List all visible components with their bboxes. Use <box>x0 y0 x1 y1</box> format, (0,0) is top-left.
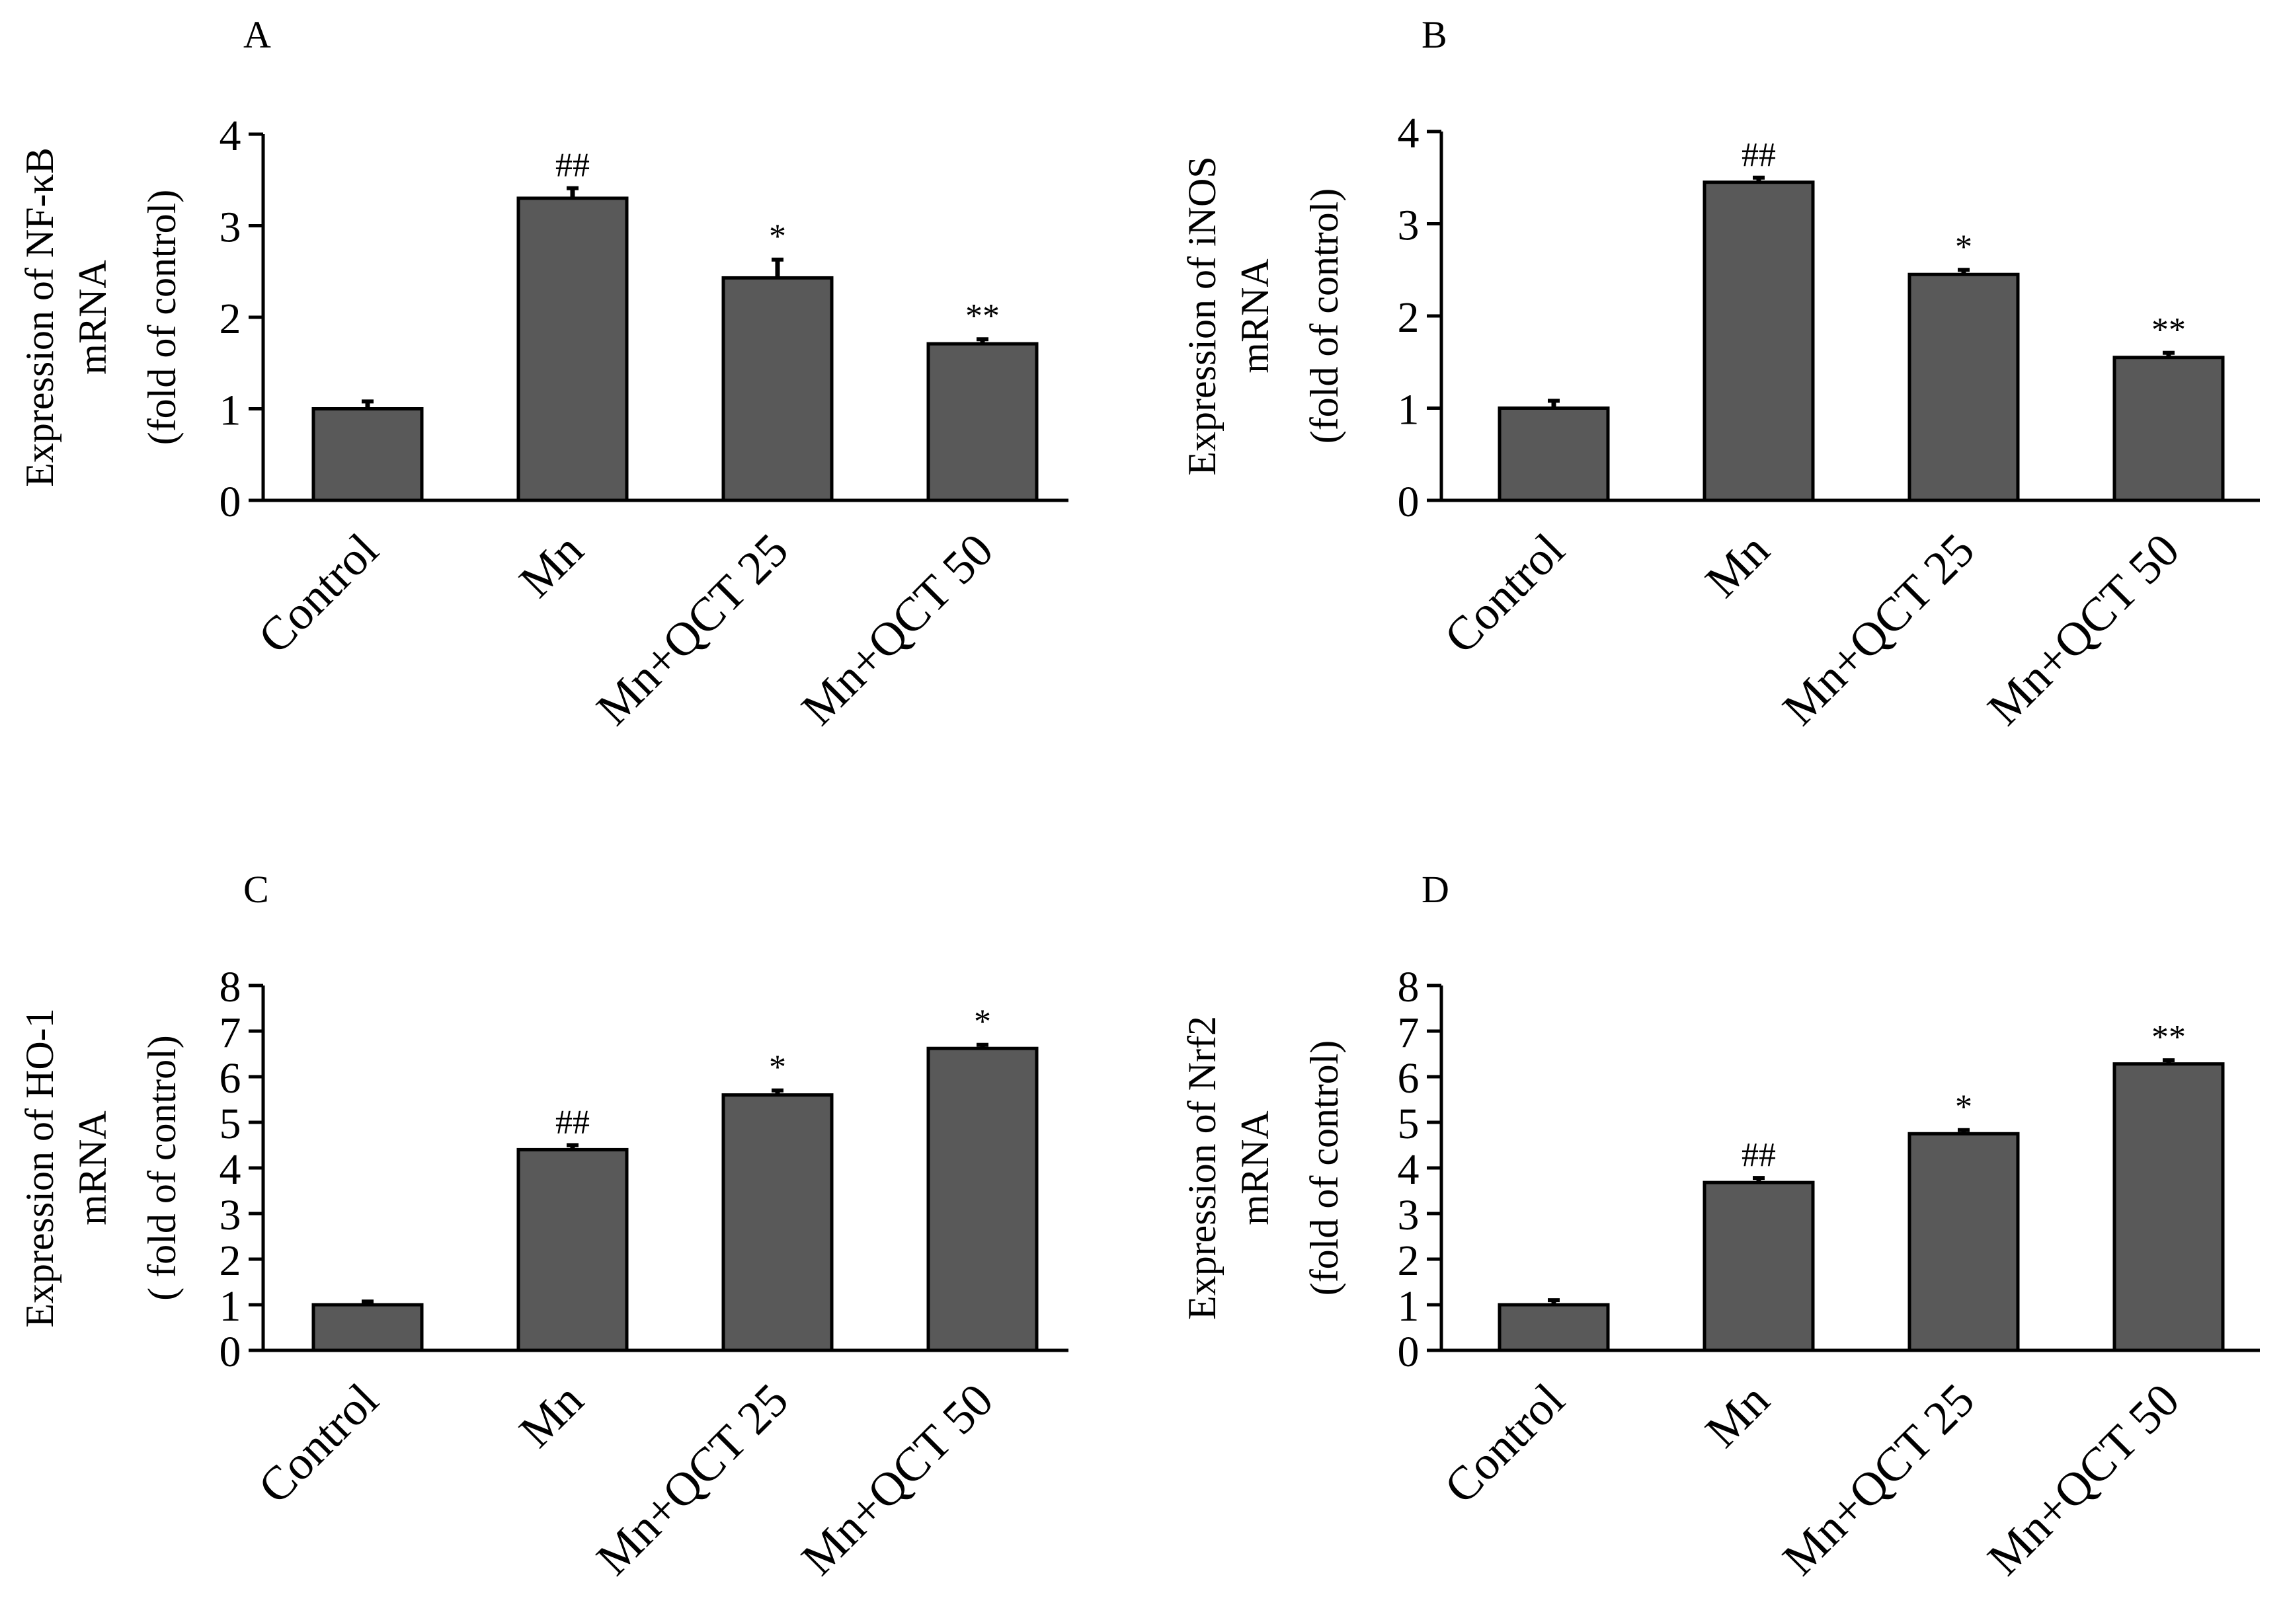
y-tick-label: 3 <box>220 1191 241 1239</box>
significance-label: ## <box>555 147 590 184</box>
y-tick-label: 3 <box>1398 202 1420 250</box>
bar <box>1703 1180 1815 1352</box>
chart-panel-d: D Expression of Nrf2 mRNA (fold of control)… <box>1180 868 2260 1585</box>
x-tick-label: Mn+QCT 25 <box>1773 523 1985 736</box>
y-tick-label: 1 <box>1398 1282 1420 1331</box>
x-tick-label: Mn <box>509 1373 593 1457</box>
x-tick-label: Mn <box>1695 523 1779 607</box>
y-axis-label-line: mRNA <box>1233 1110 1277 1225</box>
x-tick-label: Mn <box>509 523 593 607</box>
bar <box>516 1147 629 1352</box>
bar <box>926 342 1039 502</box>
bar <box>1498 406 1610 502</box>
bar <box>721 1093 834 1352</box>
y-tick-label: 2 <box>1398 293 1420 342</box>
y-axis-label-line: (fold of control) <box>140 190 184 445</box>
y-axis-label-line: ( fold of control) <box>140 1035 184 1301</box>
y-tick-label: 4 <box>1398 1145 1420 1194</box>
bar <box>1907 1132 2020 1352</box>
y-axis-label-line: Expression of iNOS <box>1180 156 1224 475</box>
y-tick-label: 0 <box>220 478 241 526</box>
x-tick-label: Mn+QCT 25 <box>586 1373 799 1586</box>
bar <box>1703 180 1815 502</box>
x-tick-label: Control <box>1434 523 1574 664</box>
x-tick-label: Mn+QCT 25 <box>586 523 799 736</box>
y-tick-label: 6 <box>1398 1054 1420 1102</box>
y-tick-label: 5 <box>1398 1100 1420 1148</box>
x-tick-label: Mn+QCT 25 <box>1773 1373 1985 1586</box>
y-tick-label: 2 <box>1398 1237 1420 1285</box>
y-tick-label: 7 <box>220 1009 241 1057</box>
significance-label: * <box>974 1003 991 1041</box>
bar <box>311 407 424 502</box>
y-tick-label: 1 <box>220 1282 241 1331</box>
y-tick-label: 1 <box>1398 386 1420 434</box>
y-tick-label: 4 <box>1398 109 1420 157</box>
significance-label: * <box>769 1049 786 1087</box>
x-tick-label: Mn+QCT 50 <box>1978 1373 2190 1586</box>
bar <box>311 1303 424 1352</box>
y-tick-label: 8 <box>1398 963 1420 1011</box>
y-tick-label: 7 <box>1398 1009 1420 1057</box>
significance-label: ** <box>965 297 1000 335</box>
y-tick-label: 6 <box>220 1054 241 1102</box>
x-tick-label: Mn+QCT 50 <box>791 523 1004 736</box>
chart-panel-a: A Expression of NF-κB mRNA (fold of control… <box>18 13 1068 735</box>
panel-label: C <box>243 868 269 911</box>
y-tick-label: 0 <box>1398 478 1420 526</box>
panel-label: B <box>1422 13 1447 56</box>
significance-label: * <box>1955 228 1972 266</box>
panel-label: D <box>1422 868 1449 911</box>
y-axis-label-line: Expression of HO-1 <box>18 1008 61 1327</box>
y-tick-label: 0 <box>220 1328 241 1376</box>
significance-label: * <box>769 218 786 256</box>
y-tick-label: 3 <box>1398 1191 1420 1239</box>
bar <box>926 1046 1039 1352</box>
y-tick-label: 2 <box>220 295 241 343</box>
y-tick-label: 5 <box>220 1100 241 1148</box>
y-axis-label-line: mRNA <box>1233 258 1277 373</box>
y-axis-label-line: mRNA <box>71 260 114 374</box>
significance-label: ** <box>2151 311 2186 349</box>
y-axis-label-line: (fold of control) <box>1303 188 1346 444</box>
x-tick-label: Mn+QCT 50 <box>791 1373 1004 1586</box>
bar <box>721 276 834 502</box>
significance-label: ## <box>1742 136 1776 174</box>
significance-label: ## <box>555 1104 590 1141</box>
bar <box>1907 272 2020 502</box>
y-tick-label: 8 <box>220 963 241 1011</box>
x-tick-label: Control <box>1434 1373 1574 1514</box>
bar <box>516 196 629 502</box>
y-axis-label-line: mRNA <box>71 1110 114 1225</box>
bar <box>2112 356 2225 502</box>
x-tick-label: Mn <box>1695 1373 1779 1457</box>
y-tick-label: 0 <box>1398 1328 1420 1376</box>
y-axis-label-line: (fold of control) <box>1303 1040 1346 1296</box>
y-axis-label-line: Expression of NF-κB <box>18 147 61 487</box>
significance-label: * <box>1955 1089 1972 1126</box>
panel-label: A <box>243 13 271 56</box>
y-tick-label: 2 <box>220 1237 241 1285</box>
significance-label: ## <box>1742 1136 1776 1174</box>
chart-panel-c: C Expression of HO-1 mRNA ( fold of control… <box>18 868 1068 1585</box>
x-tick-label: Control <box>248 1373 388 1514</box>
y-tick-label: 4 <box>220 1145 241 1194</box>
y-tick-label: 3 <box>220 204 241 252</box>
chart-panel-b: B Expression of iNOS mRNA (fold of control)… <box>1180 13 2260 735</box>
y-axis-label-line: Expression of Nrf2 <box>1180 1016 1224 1320</box>
bar <box>1498 1303 1610 1352</box>
y-tick-label: 1 <box>220 387 241 435</box>
significance-label: ** <box>2151 1019 2186 1056</box>
x-tick-label: Control <box>248 523 388 664</box>
bar <box>2112 1062 2225 1352</box>
y-tick-label: 4 <box>220 112 241 160</box>
x-tick-label: Mn+QCT 50 <box>1978 523 2190 736</box>
